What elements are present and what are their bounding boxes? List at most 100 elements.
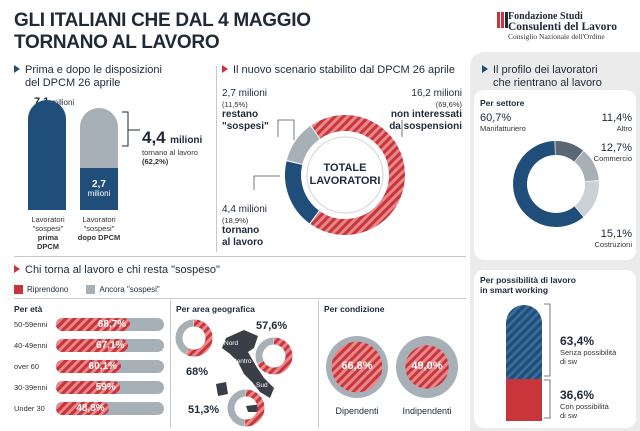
bar1-label: Lavoratori "sospesi" prima DPCM (26, 215, 70, 251)
callout-b-pct: (69,6%) (435, 100, 462, 109)
sw-bar-con (506, 378, 542, 421)
sw-title-line1: Per possibilità di lavoro (480, 275, 576, 285)
bar1-unit: milioni (51, 98, 75, 107)
callout-b-value: 16,2 milioni (411, 88, 462, 99)
donut-slice-non-interessati (310, 115, 405, 235)
cond2-pct: 49,0% (411, 360, 443, 372)
cond2-label: Indipendenti (402, 406, 452, 416)
cond-circle-fill (331, 341, 383, 393)
callout-b-label1: non interessati (390, 109, 462, 120)
ring-sud (227, 389, 265, 427)
callout-c-value: 4,4 milioni (222, 204, 268, 215)
ring-nord (175, 319, 213, 357)
callout-c-label1: tornano (222, 225, 260, 236)
sw2-line1: Con possibilità (560, 402, 609, 411)
divider-v2 (170, 300, 171, 428)
section1-heading-line2: del DPCM 26 aprile (25, 76, 121, 89)
cond-circle-fill (405, 345, 449, 389)
geo-title: Per area geografica (176, 304, 255, 314)
triangle-bullet-icon (14, 265, 20, 273)
section1-heading: Prima e dopo le disposizioni del DPCM 26… (14, 64, 214, 89)
bar2-value-label: 2,7 milioni (80, 180, 118, 199)
sector-s1-label: Manifatturiero (480, 124, 526, 133)
geo-sud-pct: 51,3% (188, 404, 220, 416)
sw-title: Per possibilità di lavoro in smart worki… (480, 275, 576, 295)
section3-heading-line2: che rientrano al lavoro (493, 76, 602, 89)
sw-bar-senza (506, 305, 542, 379)
age-bar-value: 48,8% (76, 403, 105, 414)
logo-mark-icon (497, 12, 508, 28)
cond-indipendenti-circle (396, 336, 458, 398)
title-line-2: TORNANO AL LAVORO (14, 32, 220, 53)
donut-slice-sospesi (175, 319, 195, 355)
sw-senza-label: 63,4% Senza possibilità di sw (560, 334, 616, 366)
triangle-bullet-icon (222, 65, 228, 73)
legend-red-label: Riprendono (27, 285, 69, 294)
cond1-label: Dipendenti (335, 406, 379, 416)
sector-manifatturiero: 60,7% Manifatturiero (480, 112, 526, 133)
logo-line-2: Consulenti del Lavoro (508, 21, 618, 33)
logo-line-1: Fondazione Studi (508, 11, 583, 22)
donut-slice-tornano (285, 161, 320, 224)
italy-map-icon (216, 330, 274, 412)
sector-card (474, 90, 636, 260)
age-row-label: Under 30 (14, 404, 45, 413)
sector-commercio: 12,7% Commercio (590, 142, 632, 163)
age-row-label: 50-59enni (14, 320, 48, 329)
age-row-label: 30-39enni (14, 383, 48, 392)
divider-horizontal-2 (14, 298, 466, 299)
cond-dipendenti-circle (326, 336, 388, 398)
divider-v3 (318, 300, 319, 428)
age-row: 30-39enni 59% (14, 381, 164, 395)
ring-centro (255, 337, 293, 375)
section3-heading-line1: Il profilo dei lavoratori (493, 64, 598, 76)
sector-s3-pct: 12,7% (600, 142, 632, 154)
callout-a-value: 2,7 milioni (222, 88, 268, 99)
age-row: 50-59enni 68,7% (14, 318, 164, 332)
smartworking-card (474, 270, 636, 428)
donut-slice-sospesi (227, 389, 247, 427)
age-row-label: 40-49enni (14, 341, 48, 350)
sector-s2-label: Altro (616, 124, 632, 133)
bar2-label-line3: dopo DPCM (77, 233, 121, 242)
page-title: GLI ITALIANI CHE DAL 4 MAGGIO TORNANO AL… (14, 10, 344, 54)
sector-s1-pct: 60,7% (480, 112, 512, 124)
section4-heading-text: Chi torna al lavoro e chi resta "sospeso… (25, 264, 220, 276)
sw-title-line2: in smart working (480, 285, 549, 295)
callout-c-pct: (18,9%) (222, 216, 249, 225)
callout-a-pct: (11,5%) (222, 100, 248, 109)
donut-center-line1: TOTALE (323, 162, 367, 174)
bar2-label-line1: Lavoratori (82, 215, 116, 224)
callout-tornano: 4,4 milioni (18,9%) tornano al lavoro (222, 204, 302, 249)
donut-slice-commercio (574, 151, 599, 182)
section2-heading: Il nuovo scenario stabilito dal DPCM 26 … (222, 64, 472, 77)
age-bar-value: 68,7% (97, 319, 127, 330)
legend-grey-swatch (86, 285, 96, 294)
sector-s2-pct: 11,4% (601, 112, 632, 124)
sw-con-label: 36,6% Con possibilità di sw (560, 388, 609, 420)
section2-heading-text: Il nuovo scenario stabilito dal DPCM 26 … (233, 64, 455, 76)
age-bars: 50-59enni 68,7% 40-49enni 67,1% over 60 60,1%… (14, 318, 166, 428)
sw2-line2: di sw (560, 411, 578, 420)
age-title: Per età (14, 304, 43, 314)
bar2-unit: milioni (87, 189, 111, 198)
sector-title: Per settore (480, 98, 525, 108)
donut-slice-sospesi (255, 337, 275, 364)
callout-c-label2: al lavoro (222, 237, 264, 248)
age-bar-fill: 67,1% (56, 339, 129, 352)
age-bar-fill: 68,7% (56, 318, 131, 331)
section1-heading-line1: Prima e dopo le disposizioni (25, 64, 162, 76)
sw1-pct: 63,4% (560, 334, 595, 348)
bar1-label-line2: "sospesi" (32, 224, 64, 233)
age-row: Under 30 48,8% (14, 402, 164, 416)
triangle-bullet-icon (14, 65, 20, 73)
donut-total-lavoratori (285, 115, 405, 235)
return-text: tornano al lavoro (142, 148, 198, 157)
callout-a-label1: restano (222, 109, 259, 120)
triangle-bullet-icon (482, 65, 488, 73)
bar-sospesi-prima (28, 100, 66, 210)
sector-costruzioni: 15,1% Costruzioni (590, 228, 632, 249)
donut-slice-riprendono (257, 337, 293, 375)
sector-s4-label: Costruzioni (594, 240, 632, 249)
legend-grey-label: Ancora "sospesi" (99, 285, 160, 294)
